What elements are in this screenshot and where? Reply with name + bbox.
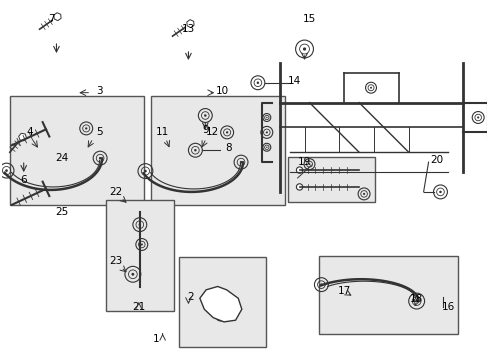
Circle shape xyxy=(225,131,228,134)
FancyBboxPatch shape xyxy=(150,96,284,205)
Circle shape xyxy=(256,81,259,84)
Circle shape xyxy=(138,224,141,226)
Text: 10: 10 xyxy=(215,86,228,96)
Polygon shape xyxy=(54,13,61,21)
Circle shape xyxy=(265,117,267,118)
Circle shape xyxy=(438,191,441,193)
Circle shape xyxy=(229,312,231,314)
Circle shape xyxy=(369,87,371,89)
Text: 7: 7 xyxy=(48,14,55,24)
Circle shape xyxy=(362,193,365,195)
FancyBboxPatch shape xyxy=(178,257,265,347)
Text: 1: 1 xyxy=(152,334,159,344)
Text: 14: 14 xyxy=(287,76,301,86)
Text: 8: 8 xyxy=(224,143,231,153)
Circle shape xyxy=(99,157,101,159)
Text: 9: 9 xyxy=(202,125,208,135)
Circle shape xyxy=(141,243,142,246)
FancyBboxPatch shape xyxy=(10,96,143,205)
Text: 24: 24 xyxy=(55,153,68,163)
Text: 6: 6 xyxy=(20,175,27,185)
Text: 15: 15 xyxy=(302,14,315,24)
Circle shape xyxy=(296,184,302,190)
Text: 18: 18 xyxy=(409,294,423,304)
FancyBboxPatch shape xyxy=(287,157,374,202)
Circle shape xyxy=(265,131,267,134)
Text: 2: 2 xyxy=(187,292,193,302)
FancyBboxPatch shape xyxy=(106,200,173,311)
Circle shape xyxy=(203,114,206,117)
Text: 5: 5 xyxy=(96,127,102,138)
Text: 12: 12 xyxy=(205,127,219,138)
Text: 16: 16 xyxy=(441,302,454,312)
Text: 3: 3 xyxy=(96,86,102,96)
Circle shape xyxy=(194,149,196,152)
Circle shape xyxy=(239,161,242,163)
Circle shape xyxy=(476,116,478,118)
Text: 21: 21 xyxy=(132,302,145,312)
Circle shape xyxy=(144,170,146,172)
Text: 19: 19 xyxy=(297,157,310,167)
Polygon shape xyxy=(186,20,194,28)
Circle shape xyxy=(302,48,305,51)
Circle shape xyxy=(265,147,267,148)
FancyBboxPatch shape xyxy=(319,256,457,334)
Circle shape xyxy=(414,300,417,302)
Circle shape xyxy=(296,167,302,173)
Circle shape xyxy=(320,283,322,286)
Circle shape xyxy=(131,273,134,276)
Circle shape xyxy=(85,127,87,130)
Text: 20: 20 xyxy=(429,155,442,165)
Circle shape xyxy=(211,299,213,301)
Text: 22: 22 xyxy=(109,187,122,197)
Text: 4: 4 xyxy=(26,127,33,138)
Circle shape xyxy=(5,169,8,172)
Text: 13: 13 xyxy=(182,24,195,34)
Circle shape xyxy=(308,163,310,165)
Text: 23: 23 xyxy=(109,256,122,266)
Text: 25: 25 xyxy=(55,207,68,217)
Text: 11: 11 xyxy=(156,127,169,138)
Polygon shape xyxy=(19,133,26,141)
Text: 17: 17 xyxy=(337,286,350,296)
Polygon shape xyxy=(200,287,242,322)
Circle shape xyxy=(219,316,221,318)
